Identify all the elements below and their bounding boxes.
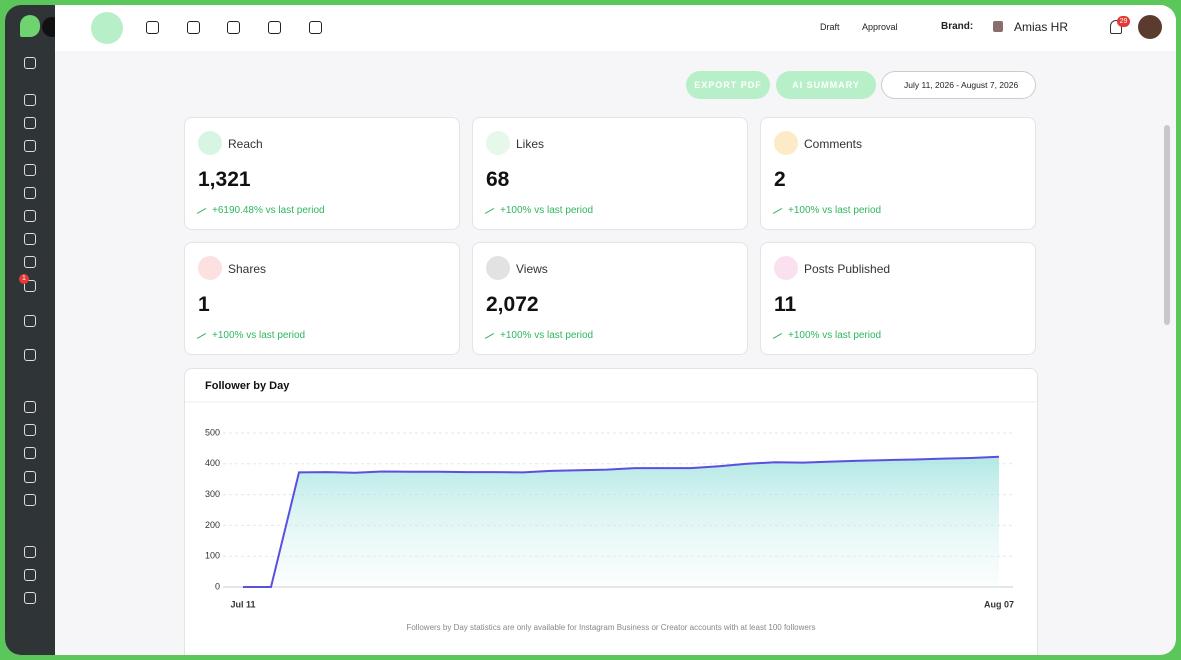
tool-icon (309, 21, 322, 34)
chart: Follower by Day 0 100 200 300 400 500 Jul 11 Au… (185, 380, 1037, 632)
stat-label: Comments (804, 137, 863, 151)
tool-icon (268, 21, 281, 34)
nav-icon (24, 424, 36, 436)
sidebar: 1 (5, 5, 62, 655)
approval-link[interactable]: Approval (862, 22, 898, 32)
trend-arrow (484, 332, 498, 345)
nav-icon (24, 57, 36, 69)
tool-icon (187, 21, 200, 34)
trend-arrow (196, 332, 210, 345)
stat-change: +100% vs last period (788, 205, 882, 216)
brand-icon (993, 21, 1003, 32)
tool-icon (146, 21, 159, 34)
compose-button[interactable] (91, 12, 123, 44)
nav-icon (24, 447, 36, 459)
stat-change: +100% vs last period (500, 205, 594, 216)
stat-change: +100% vs last period (212, 330, 306, 341)
stat-card: Posts Published 11 +100% vs last period (760, 242, 1036, 355)
y-tick-label: 300 (205, 489, 220, 499)
stat-card: Views 2,072 +100% vs last period (472, 242, 748, 355)
y-tick-label: 0 (215, 581, 220, 591)
stat-value: 68 (486, 168, 510, 191)
stat-card: Shares 1 +100% vs last period (184, 242, 460, 355)
nav-icon (24, 401, 36, 413)
trend-arrow (772, 332, 786, 345)
brand-label: Brand: (941, 21, 974, 32)
stat-icon (198, 256, 222, 280)
trend-arrow (484, 207, 498, 220)
stat-icon (486, 256, 510, 280)
stat-change: +6190.48% vs last period (212, 205, 325, 216)
tool-icon (227, 21, 240, 34)
stat-card: Comments 2 +100% vs last period (760, 117, 1036, 230)
draft-link[interactable]: Draft (820, 22, 840, 32)
trend-arrow (772, 207, 786, 220)
stat-value: 1,321 (198, 168, 251, 191)
stat-value: 2 (774, 168, 786, 191)
date-range-picker[interactable]: July 11, 2026 - August 7, 2026 (881, 71, 1036, 99)
nav-icon (24, 187, 36, 199)
logo (20, 15, 40, 37)
chart-title: Follower by Day (205, 380, 290, 392)
avatar[interactable] (1138, 15, 1162, 39)
trend-arrow (196, 207, 210, 220)
nav-icon (24, 494, 36, 506)
nav-icon (24, 349, 36, 361)
stat-label: Views (516, 262, 548, 276)
nav-icon (24, 569, 36, 581)
y-tick-label: 100 (205, 551, 220, 561)
stat-value: 11 (774, 293, 797, 316)
app: 1 Draft Approval Brand: Amias HR 29 EXPO… (5, 5, 1176, 655)
stat-label: Shares (228, 262, 267, 276)
stat-label: Posts Published (804, 262, 891, 276)
nav-icon (24, 471, 36, 483)
stat-value: 2,072 (486, 293, 539, 316)
export-pdf-button[interactable]: EXPORT PDF (686, 71, 770, 99)
stat-card: Likes 68 +100% vs last period (472, 117, 748, 230)
stat-label: Likes (516, 137, 545, 151)
chart-card: Follower by Day 0 100 200 300 400 500 Jul 11 Au… (184, 368, 1038, 655)
y-tick-label: 500 (205, 427, 220, 437)
stat-card: Reach 1,321 +6190.48% vs last period (184, 117, 460, 230)
nav-icon (24, 164, 36, 176)
nav-icon (24, 256, 36, 268)
ai-summary-button[interactable]: AI SUMMARY (776, 71, 876, 99)
notification-badge: 29 (1117, 16, 1130, 27)
stat-icon (774, 256, 798, 280)
nav-icon (24, 117, 36, 129)
y-tick-label: 400 (205, 458, 220, 468)
x-tick-label: Jul 11 (230, 599, 255, 609)
nav-icon (24, 140, 36, 152)
nav-icon (24, 94, 36, 106)
line (243, 455, 1000, 588)
stat-icon (774, 131, 798, 155)
stat-change: +100% vs last period (500, 330, 594, 341)
x-tick-label: Aug 07 (984, 599, 1014, 609)
stat-change: +100% vs last period (788, 330, 882, 341)
nav-icon (24, 233, 36, 245)
nav-icon (24, 210, 36, 222)
y-tick-label: 200 (205, 520, 220, 530)
bell-icon[interactable] (1110, 20, 1122, 34)
nav-icon (24, 280, 36, 292)
nav-icon (24, 592, 36, 604)
scrollbar (1164, 125, 1170, 325)
top-bar: Draft Approval Brand: Amias HR 29 (55, 5, 1176, 51)
stat-icon (198, 131, 222, 155)
inbox-badge: 1 (19, 274, 29, 284)
stat-value: 1 (198, 293, 210, 316)
nav-icon (24, 315, 36, 327)
stat-label: Reach (228, 137, 263, 151)
chart-footnote: Followers by Day statistics are only ava… (406, 623, 815, 632)
stat-icon (486, 131, 510, 155)
nav-icon (24, 546, 36, 558)
brand-select[interactable]: Amias HR (1014, 20, 1069, 34)
area-fill (243, 456, 999, 587)
